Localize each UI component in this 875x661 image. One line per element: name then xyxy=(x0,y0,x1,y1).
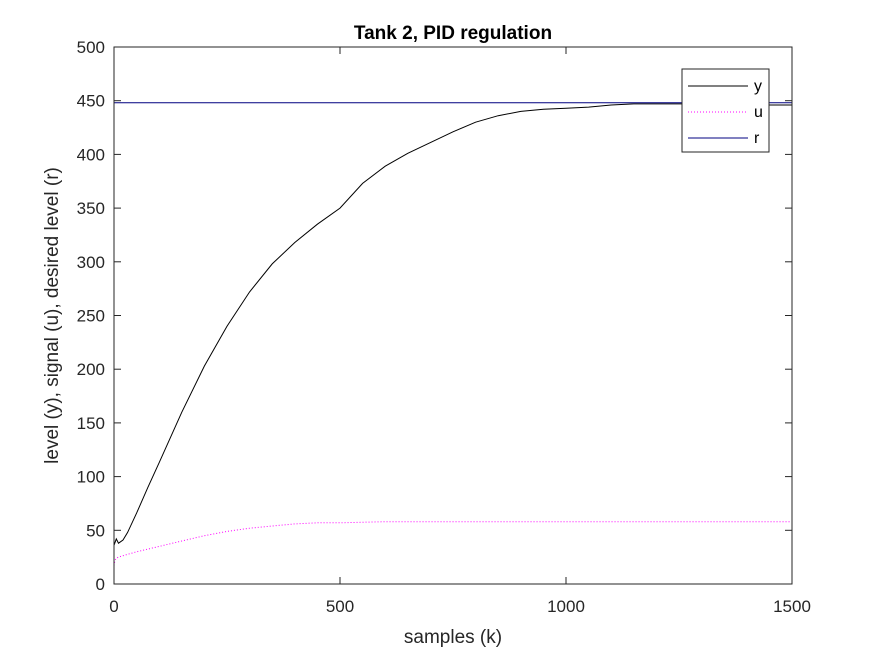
y-tick-label: 350 xyxy=(77,199,105,218)
y-tick-label: 500 xyxy=(77,38,105,57)
x-tick-label: 0 xyxy=(109,597,118,616)
series-layer xyxy=(113,102,792,566)
y-tick-label: 200 xyxy=(77,360,105,379)
y-tick-label: 250 xyxy=(77,307,105,326)
x-tick-label: 500 xyxy=(326,597,354,616)
y-tick-label: 300 xyxy=(77,253,105,272)
legend: yur xyxy=(681,68,770,153)
y-tick-label: 50 xyxy=(86,521,105,540)
x-axis-label: samples (k) xyxy=(404,627,502,648)
y-tick-label: 450 xyxy=(77,92,105,111)
legend-label-u: u xyxy=(754,104,763,121)
x-tick-label: 1000 xyxy=(547,597,585,616)
legend-label-y: y xyxy=(754,78,762,95)
x-tick-label: 1500 xyxy=(773,597,811,616)
series-line-y xyxy=(113,103,792,546)
plot-area xyxy=(114,47,792,584)
y-axis-label: level (y), signal (u), desired level (r) xyxy=(42,167,63,464)
y-tick-label: 150 xyxy=(77,414,105,433)
y-tick-label: 0 xyxy=(96,575,105,594)
y-tick-label: 100 xyxy=(77,468,105,487)
legend-label-r: r xyxy=(754,130,760,147)
ticks-layer: 0 500 1000 1500 0 50 100 150 200 250 300 350 400 450 5… xyxy=(77,38,811,616)
y-tick-label: 400 xyxy=(77,145,105,164)
chart-title: Tank 2, PID regulation xyxy=(354,23,552,44)
